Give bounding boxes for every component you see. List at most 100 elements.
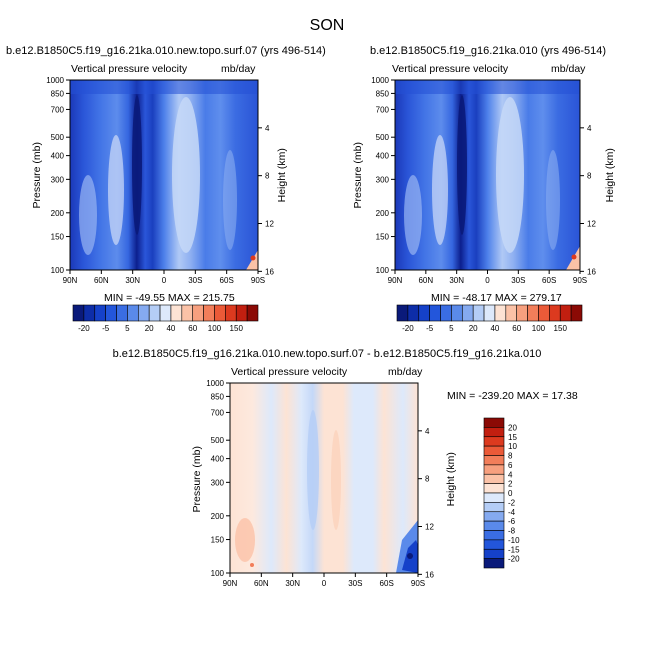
colorbar1-swatch-6 [137,304,150,322]
colorbar2-swatch-7 [472,304,485,322]
colorbar1-label-1: -5 [102,324,110,333]
panel3-axes: 100 150 200 300 400 500 700 850 1000 90N 60N 30N 0 30… [206,379,434,588]
panel3-units-label: mb/day [388,366,423,378]
panel1-light-cell [172,97,200,253]
panel2-units-label: mb/day [551,63,586,75]
colorbar1-label-4: 40 [166,324,175,333]
panel1-ytick-label-5: 500 [51,133,65,142]
colorbar3-swatch-8 [483,492,505,503]
panel2-light-cell-4 [546,150,560,250]
panel3-xtick-label-0: 90N [223,579,238,588]
colorbar3-swatch-5 [483,464,505,475]
colorbar3-swatch-14 [483,548,505,559]
panel2-ytick-label-3: 300 [376,175,390,184]
panel2-ytick-label-8: 1000 [371,76,389,85]
colorbar2-swatch-14 [549,304,561,322]
colorbar2-label-7: 150 [554,324,568,333]
panel1-xtick-label-2: 30N [125,276,140,285]
panel3-xtick-label-3: 0 [322,579,327,588]
colorbar2-swatch-12 [527,304,539,322]
panel2-xtick-label-4: 30S [511,276,525,285]
panel3-variable-label: Vertical pressure velocity [231,366,348,378]
colorbar3-label-12: -10 [508,536,520,545]
panel2-xtick-label-0: 90N [388,276,403,285]
colorbar1-swatch-15 [235,304,248,322]
panel1-ytick-label-4: 400 [51,152,65,161]
panel2-ytick-label-0: 100 [376,266,390,275]
panel3-negative-cell [307,410,319,530]
panel2-ytick-label-5: 500 [376,133,390,142]
panel2-ytick-label-6: 700 [376,105,390,114]
colorbar3-label-14: -20 [508,555,520,564]
panel2-dark-cell [457,95,467,235]
colorbar3-swatch-12 [483,530,505,541]
panel2-variable-label: Vertical pressure velocity [392,63,509,75]
colorbar3-label-7: 0 [508,489,513,498]
colorbar1-label-0: -20 [78,324,90,333]
panel1-axes: 100 150 200 300 400 500 700 850 1000 90N 60N 30N 0 30… [46,76,274,285]
colorbar2-label-2: 5 [449,324,454,333]
panel1-stats: MIN = -49.55 MAX = 215.75 [104,292,235,304]
colorbar3-swatch-0 [483,417,505,428]
panel1-xtick-label-3: 0 [162,276,167,285]
colorbar1-label-2: 5 [125,324,130,333]
colorbar2-swatch-4 [440,304,452,322]
colorbar3-swatch-9 [483,502,505,513]
panel1-xtick-label-4: 30S [188,276,202,285]
colorbar2-swatch-9 [494,304,507,322]
panel1-title: b.e12.B1850C5.f19_g16.21ka.010.new.topo.… [6,45,326,57]
panel2-xtick-label-6: 90S [573,276,587,285]
colorbar1-swatch-10 [181,304,194,322]
panel1-ytick-label-3: 300 [51,175,65,184]
panel2-surface-max [571,254,577,260]
colorbar2-swatch-0 [396,304,409,322]
panel2-y2tick-label-3: 4 [587,124,592,133]
colorbar3-swatch-7 [483,483,505,494]
panel2-plot [395,80,580,270]
panel1-xtick-label-6: 90S [251,276,265,285]
panel1-xtick-label-1: 60N [94,276,109,285]
panel3-surface-max [250,563,254,567]
colorbar1-swatch-2 [94,304,106,322]
colorbar3-swatch-6 [483,473,505,484]
colorbar1-swatch-7 [148,304,161,322]
panel2-ytick-label-2: 200 [376,209,390,218]
panel2-ytick-label-1: 150 [376,233,390,242]
panel2-xtick-label-1: 60N [418,276,433,285]
page-title: SON [309,17,345,34]
colorbar2-label-0: -20 [402,324,414,333]
panel1-y2tick-label-3: 4 [265,124,270,133]
colorbar2-swatch-16 [570,304,583,322]
panel2-ytick-label-7: 850 [376,89,390,98]
panel3-surface-min [407,553,413,559]
colorbar-panel2: -20 -5 5 20 40 60 100 150 [396,304,583,333]
colorbar3-swatch-3 [483,445,505,456]
colorbar2-swatch-3 [429,304,441,322]
panel3-ytick-label-7: 850 [211,392,225,401]
panel3-ytick-label-3: 300 [211,478,225,487]
panel1-dark-cell [132,95,142,235]
panel3-xtick-label-2: 30N [285,579,300,588]
panel3-xtick-label-1: 60N [254,579,269,588]
panel2-stats: MIN = -48.17 MAX = 279.17 [431,292,562,304]
panel1-ytick-label-6: 700 [51,105,65,114]
panel3-y2tick-label-3: 4 [425,427,430,436]
colorbar3-swatch-10 [483,511,505,522]
panel3-y2tick-label-2: 8 [425,475,430,484]
colorbar3-swatch-15 [483,558,505,569]
colorbar3-label-13: -15 [508,545,520,554]
panel3-positive-cell [331,430,341,530]
colorbar2-swatch-10 [505,304,518,322]
panel3-plot [230,383,418,573]
colorbar3-label-2: 10 [508,442,517,451]
colorbar2-swatch-1 [407,304,420,322]
colorbar1-swatch-3 [105,304,117,322]
panel1-ytick-label-1: 150 [51,233,65,242]
colorbar3-swatch-4 [483,455,505,466]
panel2-ytick-label-4: 400 [376,152,390,161]
colorbar2-label-4: 40 [490,324,499,333]
colorbar3-label-10: -6 [508,517,516,526]
colorbar1-swatch-16 [246,304,259,322]
